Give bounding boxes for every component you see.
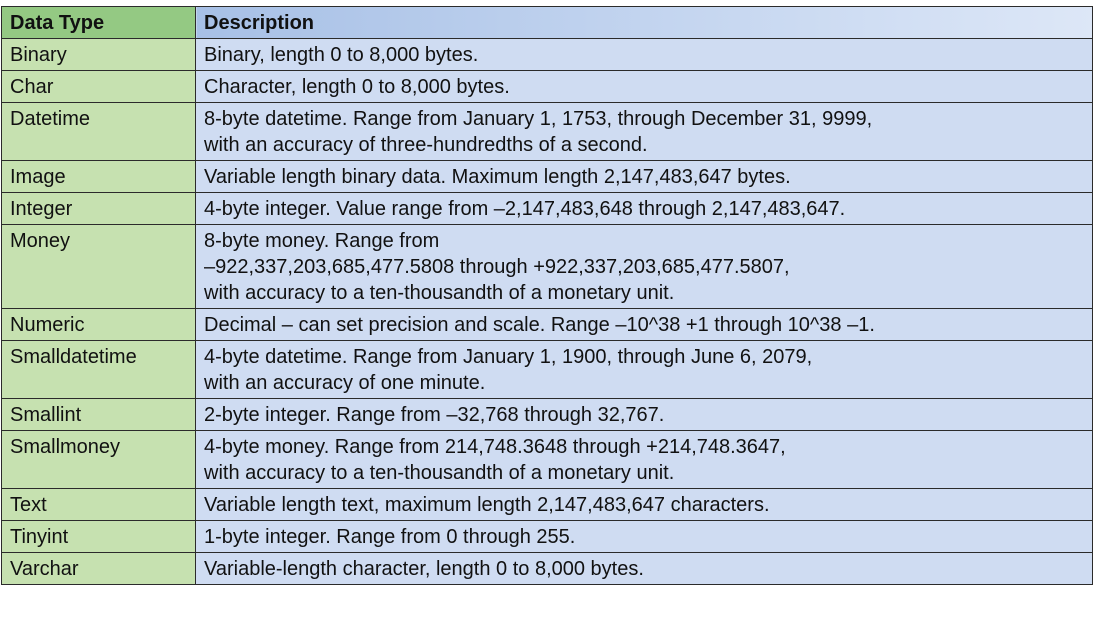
data-type-cell: Integer bbox=[1, 192, 196, 225]
description-cell: 8-byte money. Range from –922,337,203,68… bbox=[195, 224, 1093, 309]
description-cell: 4-byte money. Range from 214,748.3648 th… bbox=[195, 430, 1093, 489]
table-row: Tinyint 1-byte integer. Range from 0 thr… bbox=[1, 520, 1093, 553]
data-types-table-wrapper: Data Type Description Binary Binary, len… bbox=[1, 6, 1093, 585]
table-row: Image Variable length binary data. Maxim… bbox=[1, 160, 1093, 193]
table-row: Text Variable length text, maximum lengt… bbox=[1, 488, 1093, 521]
data-type-cell: Char bbox=[1, 70, 196, 103]
table-row: Numeric Decimal – can set precision and … bbox=[1, 308, 1093, 341]
table-row: Char Character, length 0 to 8,000 bytes. bbox=[1, 70, 1093, 103]
table-row: Money 8-byte money. Range from –922,337,… bbox=[1, 224, 1093, 309]
description-cell: Variable length text, maximum length 2,1… bbox=[195, 488, 1093, 521]
table-row: Integer 4-byte integer. Value range from… bbox=[1, 192, 1093, 225]
data-types-table: Data Type Description Binary Binary, len… bbox=[1, 6, 1093, 585]
header-description: Description bbox=[195, 6, 1093, 39]
data-type-cell: Money bbox=[1, 224, 196, 309]
description-cell: Binary, length 0 to 8,000 bytes. bbox=[195, 38, 1093, 71]
data-type-cell: Varchar bbox=[1, 552, 196, 585]
description-cell: Variable length binary data. Maximum len… bbox=[195, 160, 1093, 193]
table-row: Smallint 2-byte integer. Range from –32,… bbox=[1, 398, 1093, 431]
description-cell: 4-byte datetime. Range from January 1, 1… bbox=[195, 340, 1093, 399]
data-type-cell: Image bbox=[1, 160, 196, 193]
header-row: Data Type Description bbox=[1, 6, 1093, 39]
data-type-cell: Binary bbox=[1, 38, 196, 71]
header-data-type: Data Type bbox=[1, 6, 196, 39]
table-row: Datetime 8-byte datetime. Range from Jan… bbox=[1, 102, 1093, 161]
data-type-cell: Text bbox=[1, 488, 196, 521]
description-cell: Decimal – can set precision and scale. R… bbox=[195, 308, 1093, 341]
description-cell: 4-byte integer. Value range from –2,147,… bbox=[195, 192, 1093, 225]
description-cell: 1-byte integer. Range from 0 through 255… bbox=[195, 520, 1093, 553]
data-type-cell: Smallmoney bbox=[1, 430, 196, 489]
description-cell: 8-byte datetime. Range from January 1, 1… bbox=[195, 102, 1093, 161]
table-body: Binary Binary, length 0 to 8,000 bytes. … bbox=[1, 38, 1093, 585]
table-row: Smalldatetime 4-byte datetime. Range fro… bbox=[1, 340, 1093, 399]
data-type-cell: Numeric bbox=[1, 308, 196, 341]
table-row: Binary Binary, length 0 to 8,000 bytes. bbox=[1, 38, 1093, 71]
description-cell: Character, length 0 to 8,000 bytes. bbox=[195, 70, 1093, 103]
table-header: Data Type Description bbox=[1, 6, 1093, 39]
table-row: Varchar Variable-length character, lengt… bbox=[1, 552, 1093, 585]
table-row: Smallmoney 4-byte money. Range from 214,… bbox=[1, 430, 1093, 489]
data-type-cell: Smallint bbox=[1, 398, 196, 431]
data-type-cell: Tinyint bbox=[1, 520, 196, 553]
description-cell: Variable-length character, length 0 to 8… bbox=[195, 552, 1093, 585]
data-type-cell: Smalldatetime bbox=[1, 340, 196, 399]
description-cell: 2-byte integer. Range from –32,768 throu… bbox=[195, 398, 1093, 431]
data-type-cell: Datetime bbox=[1, 102, 196, 161]
